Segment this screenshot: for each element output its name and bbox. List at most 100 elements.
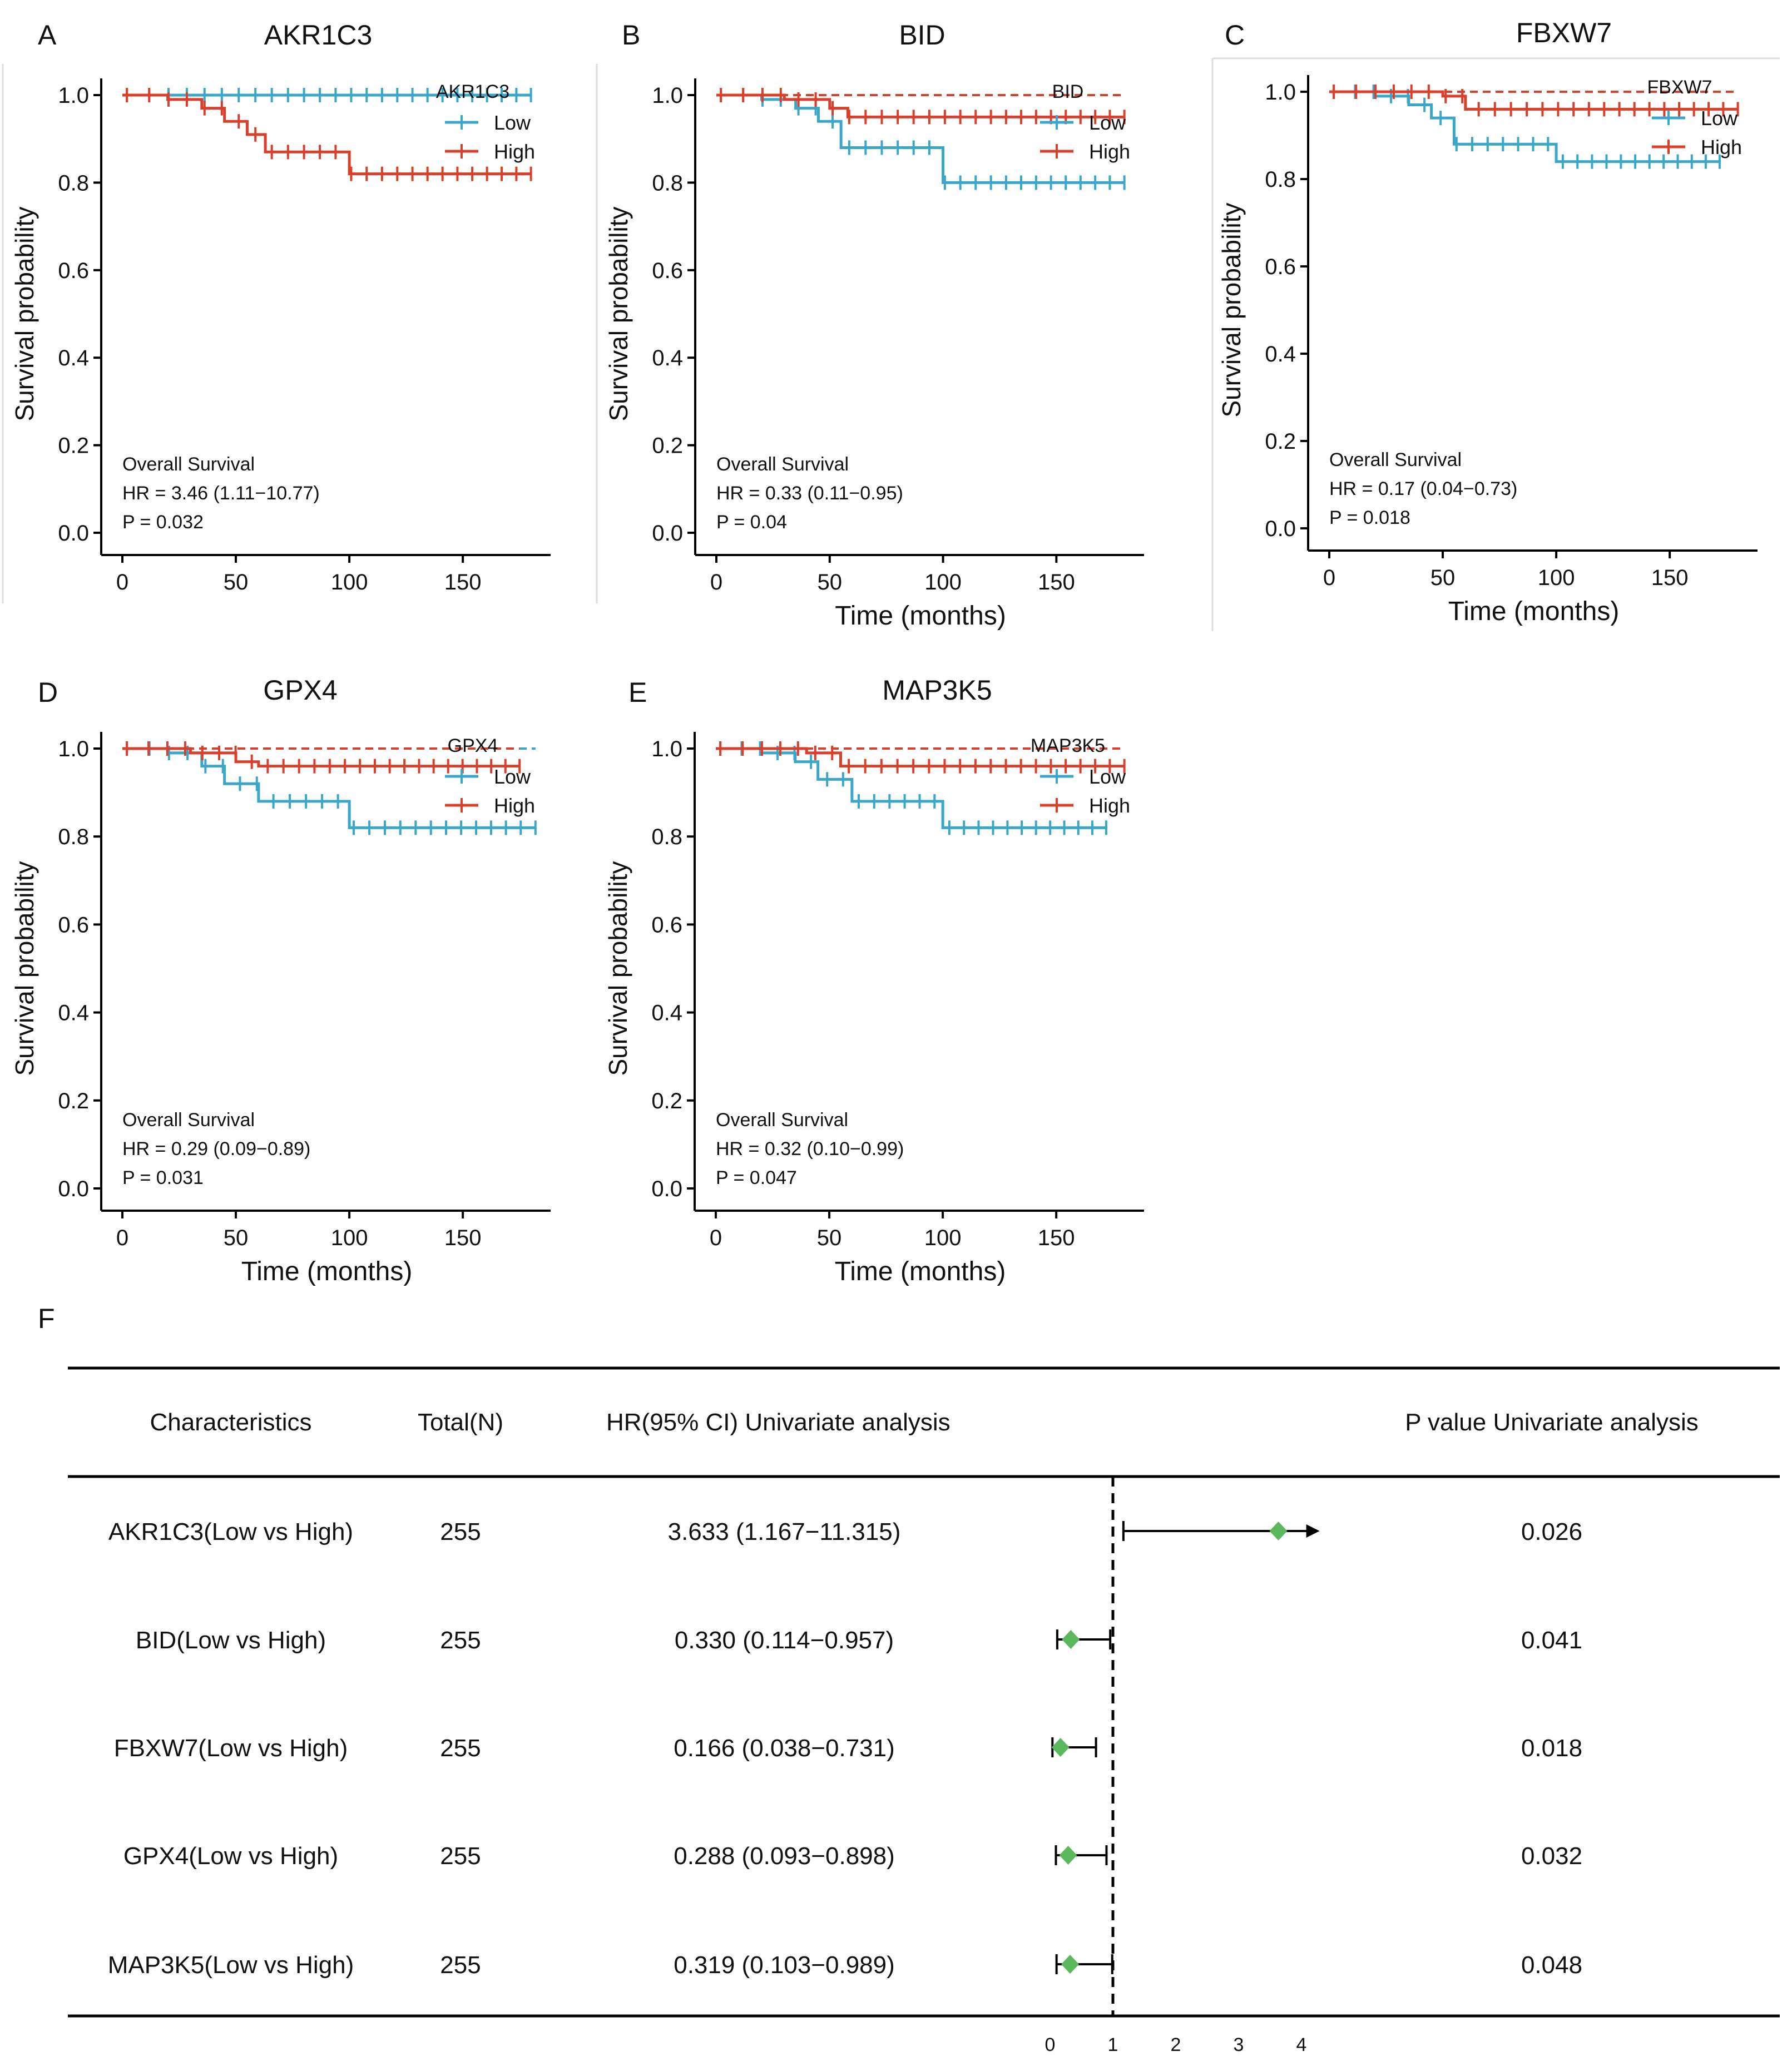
x-tick-label: 150: [1038, 1226, 1075, 1250]
panel-letter: E: [628, 677, 647, 708]
y-tick-label: 0.0: [652, 521, 683, 546]
y-axis-label: Survival probability: [1217, 202, 1246, 417]
row-p-value: 0.041: [1521, 1627, 1582, 1654]
row-total: 255: [440, 1518, 481, 1545]
y-tick-label: 0.2: [652, 434, 683, 458]
y-tick-label: 0.8: [651, 825, 682, 849]
y-tick-label: 1.0: [1265, 80, 1296, 105]
y-tick-label: 0.6: [652, 259, 683, 283]
y-tick-label: 0.4: [652, 346, 683, 370]
x-tick-label: 50: [224, 570, 249, 594]
km-panel-B: B BID 0.0 0.2 0.4 0.6 0.8 1.0 0 50 100 150 Survival …: [604, 19, 1144, 631]
stat-annotation: HR = 3.46 (1.11−10.77): [122, 483, 320, 504]
panel-letter: D: [38, 677, 58, 708]
row-label: BID(Low vs High): [136, 1627, 326, 1654]
chart-title: GPX4: [263, 675, 337, 706]
x-tick-label: 150: [1038, 570, 1075, 594]
legend-label: High: [1089, 794, 1130, 817]
row-label: AKR1C3(Low vs High): [108, 1518, 353, 1545]
legend-label: High: [494, 794, 535, 817]
y-tick-label: 0.6: [651, 913, 682, 937]
table-row: MAP3K5(Low vs High) 255 0.319 (0.103−0.989…: [108, 1951, 1582, 1979]
stat-annotation: P = 0.04: [716, 512, 787, 533]
row-total: 255: [440, 1627, 481, 1654]
panel-letter: F: [38, 1303, 55, 1334]
row-total: 255: [440, 1951, 481, 1979]
table-row: GPX4(Low vs High) 255 0.288 (0.093−0.898) 0…: [123, 1842, 1582, 1870]
stat-annotation: HR = 0.29 (0.09−0.89): [122, 1138, 310, 1160]
survival-curve-low: [716, 93, 1125, 184]
table-row: FBXW7(Low vs High) 255 0.166 (0.038−0.731)…: [114, 1735, 1582, 1762]
forest-x-tick-label: 3: [1234, 2034, 1244, 2055]
row-p-value: 0.026: [1521, 1518, 1582, 1545]
y-tick-label: 1.0: [652, 83, 683, 108]
legend-label: High: [494, 140, 535, 163]
y-tick-label: 0.0: [651, 1177, 682, 1201]
x-tick-label: 100: [331, 570, 368, 594]
legend-title: GPX4: [448, 735, 498, 756]
stat-annotation: HR = 0.17 (0.04−0.73): [1329, 478, 1517, 499]
chart-title: MAP3K5: [882, 675, 992, 706]
y-tick-label: 0.4: [58, 1001, 89, 1025]
hr-diamond: [1051, 1738, 1070, 1757]
legend-label: Low: [1089, 111, 1126, 134]
legend-title: MAP3K5: [1031, 735, 1105, 756]
hr-diamond: [1061, 1955, 1080, 1974]
row-total: 255: [440, 1735, 481, 1762]
table-row: AKR1C3(Low vs High) 255 3.633 (1.167−11.31…: [108, 1518, 1582, 1545]
survival-curve-high: [716, 93, 1125, 118]
y-axis-label: Survival probability: [603, 861, 632, 1076]
y-tick-label: 0.2: [58, 1089, 89, 1113]
forest-x-tick-label: 0: [1045, 2034, 1056, 2055]
x-tick-label: 0: [710, 1226, 722, 1250]
stat-annotation: Overall Survival: [716, 454, 849, 475]
chart-title: BID: [899, 19, 945, 51]
column-header: P value Univariate analysis: [1405, 1409, 1698, 1436]
x-axis-label: Time (months): [835, 1257, 1006, 1286]
y-tick-label: 0.6: [1265, 255, 1296, 279]
stat-annotation: Overall Survival: [122, 454, 255, 475]
y-tick-label: 0.0: [58, 1177, 89, 1201]
y-axis-label: Survival probability: [10, 861, 39, 1076]
x-tick-label: 150: [1651, 566, 1689, 590]
hr-diamond: [1269, 1522, 1288, 1540]
x-tick-label: 100: [924, 1226, 962, 1250]
row-label: FBXW7(Low vs High): [114, 1735, 348, 1762]
row-label: GPX4(Low vs High): [123, 1842, 338, 1870]
x-tick-label: 50: [817, 1226, 842, 1250]
km-panel-A: A AKR1C3 0.0 0.2 0.4 0.6 0.8 1.0 0 50 100 150 Surviv…: [10, 19, 551, 594]
km-panel-D: D GPX4 0.0 0.2 0.4 0.6 0.8 1.0 0 50 100 150 Survival…: [10, 675, 551, 1286]
row-total: 255: [440, 1842, 481, 1870]
y-tick-label: 0.4: [1265, 342, 1296, 366]
ci-arrow: [1306, 1524, 1320, 1538]
stat-annotation: P = 0.047: [716, 1167, 797, 1188]
legend-title: FBXW7: [1647, 77, 1712, 98]
survival-curve-low: [716, 747, 1106, 829]
y-tick-label: 0.2: [58, 434, 89, 458]
x-tick-label: 0: [116, 570, 128, 594]
column-header: HR(95% CI) Univariate analysis: [606, 1409, 951, 1436]
km-panel-E: E MAP3K5 0.0 0.2 0.4 0.6 0.8 1.0 0 50 100 150 Surviv…: [603, 675, 1144, 1286]
y-tick-label: 0.6: [58, 913, 89, 937]
panel-letter: A: [38, 19, 57, 51]
row-hr-ci: 3.633 (1.167−11.315): [668, 1518, 901, 1545]
stat-annotation: HR = 0.33 (0.11−0.95): [716, 483, 903, 504]
legend-label: Low: [1701, 107, 1738, 130]
x-tick-label: 50: [1430, 566, 1456, 590]
x-axis-label: Time (months): [241, 1257, 413, 1286]
survival-curve-low: [1329, 90, 1720, 164]
legend-title: BID: [1052, 81, 1084, 102]
panel-letter: B: [622, 19, 640, 51]
stat-annotation: Overall Survival: [716, 1109, 848, 1131]
row-hr-ci: 0.166 (0.038−0.731): [674, 1735, 895, 1762]
row-p-value: 0.018: [1521, 1735, 1582, 1762]
x-tick-label: 100: [924, 570, 962, 594]
hr-diamond: [1062, 1630, 1080, 1649]
stat-annotation: P = 0.031: [122, 1167, 204, 1188]
row-label: MAP3K5(Low vs High): [108, 1951, 354, 1979]
x-axis-label: Time (months): [1448, 597, 1620, 626]
legend-title: AKR1C3: [436, 81, 509, 102]
x-tick-label: 0: [1323, 566, 1335, 590]
x-tick-label: 0: [116, 1226, 128, 1250]
forest-x-tick-label: 2: [1171, 2034, 1181, 2055]
